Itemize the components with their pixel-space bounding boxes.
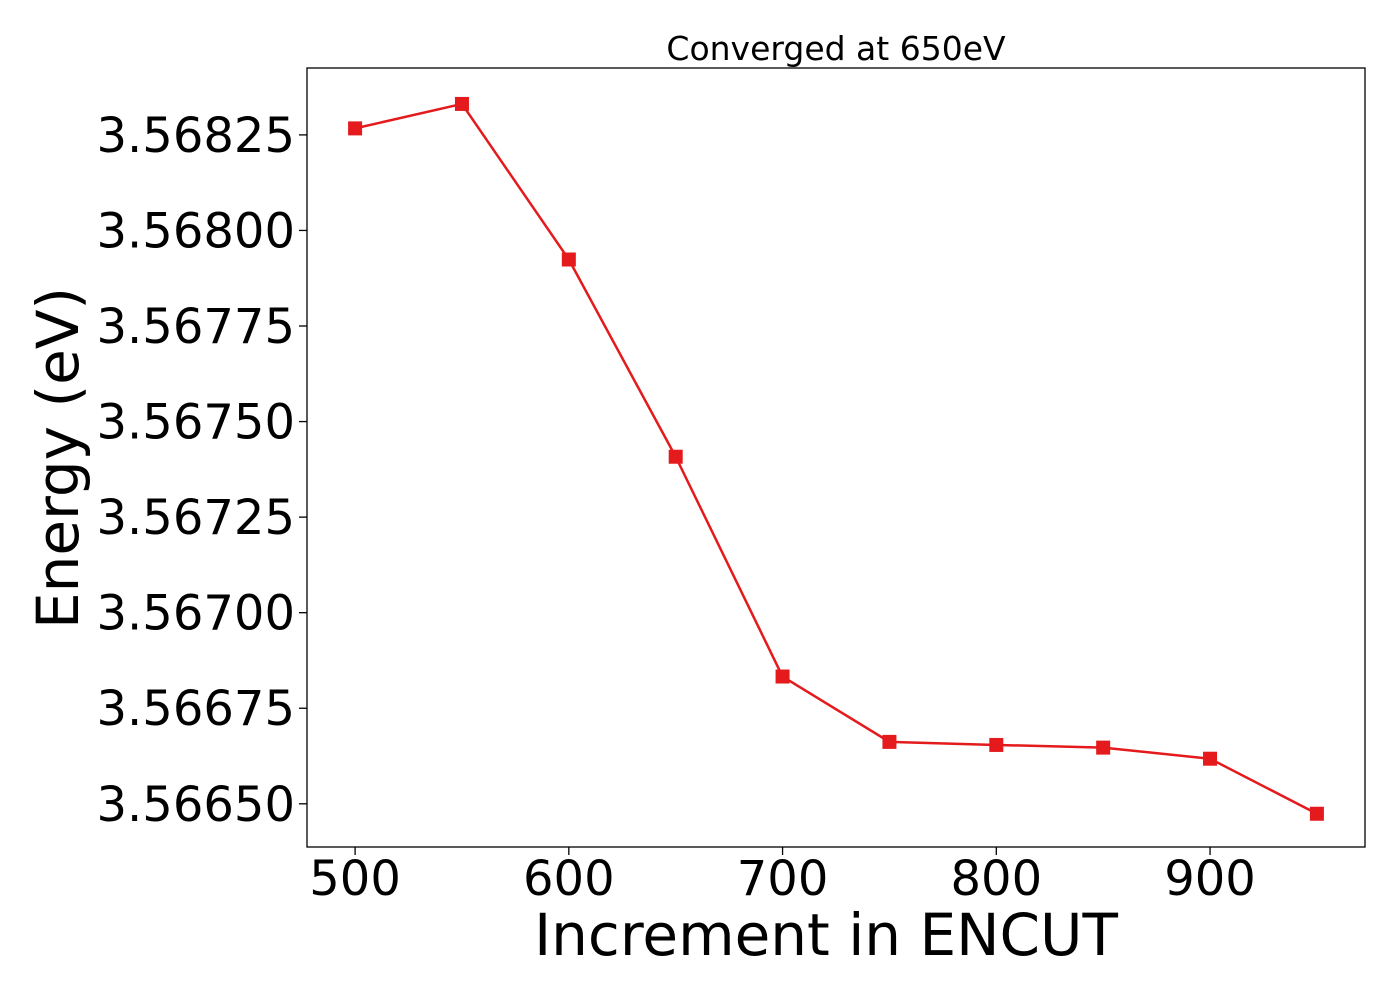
y-tick-label: 3.56800	[97, 203, 296, 259]
data-point-marker	[882, 734, 897, 749]
y-tick-label: 3.56750	[97, 395, 296, 451]
y-tick-label: 3.56725	[97, 490, 296, 546]
data-point-marker	[561, 252, 576, 267]
y-tick-label: 3.56775	[97, 299, 296, 355]
x-tick-label: 700	[737, 851, 829, 907]
x-axis-ticks: 500 600 700 800 900	[309, 847, 1256, 907]
y-axis-label: Energy (eV)	[24, 287, 92, 629]
series-line	[354, 102, 1318, 815]
data-point-marker	[668, 449, 683, 464]
x-tick-label: 500	[309, 851, 401, 907]
series-markers	[348, 96, 1324, 821]
y-axis-ticks: 3.56650 3.56675 3.56700 3.56725 3.56750 3.567…	[97, 108, 307, 833]
data-point-marker	[1309, 806, 1324, 821]
y-tick-label: 3.56675	[97, 681, 296, 737]
x-tick-label: 900	[1164, 851, 1256, 907]
y-tick-label: 3.56650	[97, 777, 296, 833]
x-axis-label: Increment in ENCUT	[534, 901, 1118, 969]
chart-title: Converged at 650eV	[666, 29, 1006, 68]
x-tick-label: 600	[523, 851, 615, 907]
x-tick-label: 800	[950, 851, 1042, 907]
data-point-marker	[989, 737, 1004, 752]
plot-area	[306, 67, 1366, 848]
data-point-marker	[1203, 751, 1218, 766]
y-tick-label: 3.56825	[97, 108, 296, 164]
data-point-marker	[1096, 740, 1111, 755]
y-tick-label: 3.56700	[97, 586, 296, 642]
data-point-marker	[775, 669, 790, 684]
series-layer	[348, 96, 1324, 821]
data-point-marker	[348, 121, 363, 136]
data-point-marker	[454, 96, 469, 111]
